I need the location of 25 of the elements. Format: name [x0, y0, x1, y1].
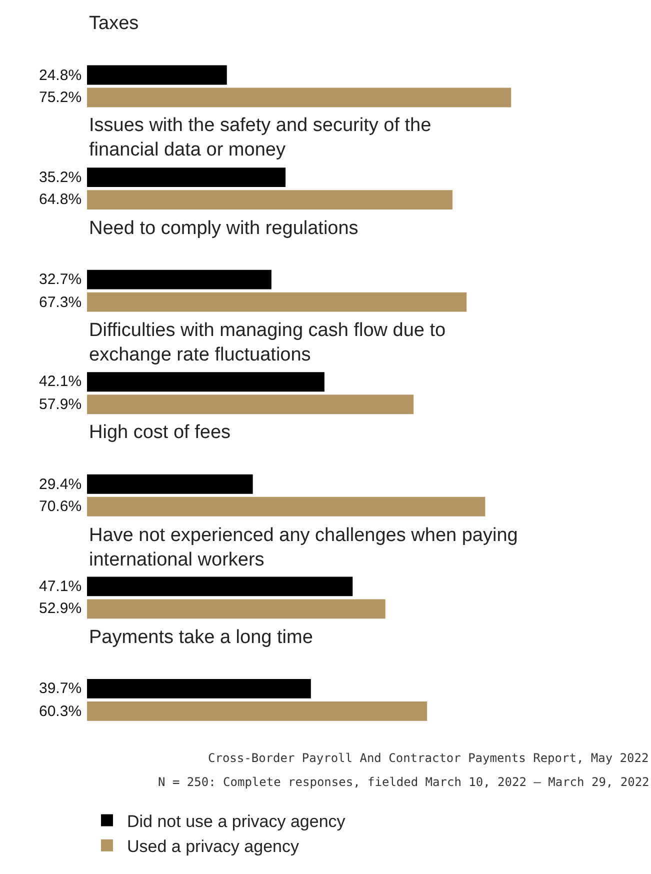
data-label: 24.8% [39, 67, 82, 84]
legend-label: Used a privacy agency [127, 837, 300, 856]
y-tick-label: High cost of fees [89, 422, 231, 443]
y-tick-label: Taxes [89, 13, 139, 34]
y-tick-label: Need to comply with regulations [89, 218, 358, 239]
data-label: 67.3% [39, 294, 82, 311]
y-tick-label: Difficulties with managing cash flow due to exchange rate fluctuations [89, 320, 446, 366]
y-tick-label: Issues with the safety and security of the financial data or money [89, 115, 432, 161]
data-label: 70.6% [39, 498, 82, 515]
data-label: 39.7% [39, 680, 82, 697]
data-label: 47.1% [39, 578, 82, 595]
data-label: 52.9% [39, 600, 82, 617]
data-label: 29.4% [39, 476, 82, 493]
text: N = 250: Complete responses, fielded March 10, 2022 – March 29, 2022 [158, 775, 650, 789]
data-label: 32.7% [39, 271, 82, 288]
y-tick-label: Have not experienced any challenges when paying international workers [89, 525, 518, 571]
data-label: 42.1% [39, 373, 82, 390]
data-label: 60.3% [39, 703, 82, 720]
text: Cross-Border Payroll And Contractor Payments Report, May 2022 [208, 751, 649, 765]
data-label: 64.8% [39, 191, 82, 208]
legend-label: Did not use a privacy agency [127, 812, 346, 831]
y-tick-label: Payments take a long time [89, 627, 313, 648]
data-label: 57.9% [39, 396, 82, 413]
data-label: 75.2% [39, 89, 82, 106]
data-label: 35.2% [39, 169, 82, 186]
